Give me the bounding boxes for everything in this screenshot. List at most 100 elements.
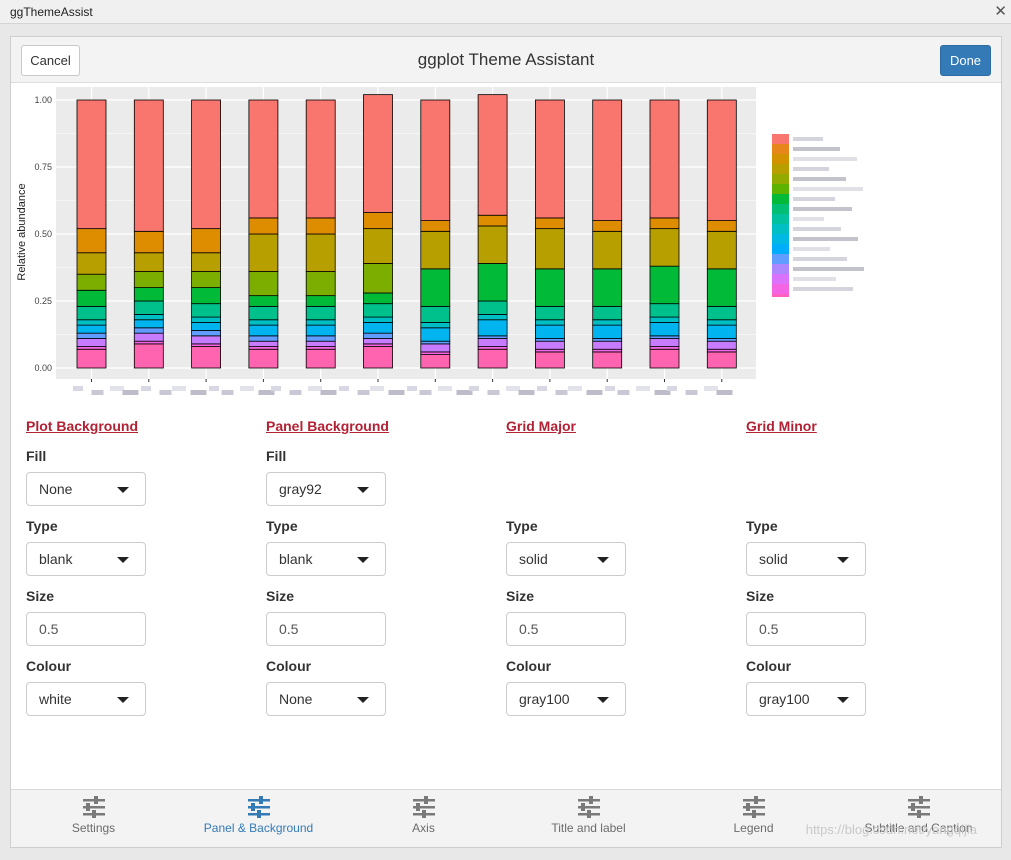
grid-major-colour-value: gray100: [519, 691, 570, 707]
panel-bg-type-select[interactable]: blank: [266, 542, 386, 576]
y-tick-label: 0.75: [34, 162, 52, 172]
bar-segment: [706, 230, 737, 270]
bar-segment: [191, 330, 222, 337]
bar-segment: [706, 268, 737, 307]
bar-segment: [363, 322, 393, 334]
done-button[interactable]: Done: [940, 45, 991, 76]
bar-segment: [305, 99, 336, 219]
bar-segment: [420, 220, 451, 232]
grid-major-title[interactable]: Grid Major: [506, 418, 577, 434]
bar-segment: [477, 335, 508, 339]
legend-swatch: [772, 144, 789, 154]
close-icon[interactable]: ✕: [994, 3, 1007, 20]
bar-stacks: [76, 94, 737, 369]
bar-segment: [248, 346, 279, 350]
slider-knob: [85, 803, 90, 811]
bar-segment: [363, 338, 393, 345]
blurred-x-label: [339, 386, 349, 391]
tab-title-and-label[interactable]: Title and label: [506, 790, 671, 847]
grid-minor-type-select[interactable]: solid: [746, 542, 866, 576]
bar-segment: [649, 338, 680, 347]
slider-knob: [423, 796, 428, 804]
bar-segment: [706, 324, 737, 339]
plot-bg-type-select[interactable]: blank: [26, 542, 146, 576]
bar-segment: [191, 316, 222, 323]
blurred-x-label: [456, 390, 473, 395]
caret-down-icon: [597, 697, 609, 703]
bar-segment: [477, 225, 508, 264]
bar-segment: [76, 273, 107, 291]
grid-major-type-value: solid: [519, 551, 548, 567]
legend-swatch: [772, 294, 789, 304]
plot-bg-size-input[interactable]: 0.5: [26, 612, 146, 646]
blurred-x-label: [469, 386, 479, 391]
blurred-x-label: [370, 386, 384, 391]
bar-segment: [363, 316, 393, 323]
cancel-button[interactable]: Cancel: [21, 45, 80, 76]
plot-bg-fill-label: Fill: [26, 448, 47, 464]
blurred-x-label: [487, 390, 500, 395]
grid-major-size-label: Size: [506, 588, 535, 604]
bar-segment: [592, 319, 623, 326]
blurred-x-label: [357, 390, 370, 395]
bar-segment: [592, 305, 623, 321]
bar-segment: [76, 332, 107, 339]
bar-segment: [535, 348, 565, 353]
blurred-legend-label: [793, 187, 863, 191]
blurred-x-label: [209, 386, 219, 391]
bar-segment: [706, 351, 737, 369]
grid-minor-size-input[interactable]: 0.5: [746, 612, 866, 646]
plot-bg-colour-value: white: [39, 691, 72, 707]
slider-track: [412, 806, 435, 809]
tab-panel-background[interactable]: Panel & Background: [176, 790, 341, 847]
bar-segment: [76, 346, 107, 350]
panel-bg-size-input[interactable]: 0.5: [266, 612, 386, 646]
legend-swatch: [772, 274, 789, 284]
bar-segment: [76, 348, 107, 369]
grid-minor-colour-select[interactable]: gray100: [746, 682, 866, 716]
slider-track: [577, 806, 600, 809]
plot-bg-colour-select[interactable]: white: [26, 682, 146, 716]
plot-background-title[interactable]: Plot Background: [26, 418, 139, 434]
grid-minor-section: Grid Minor: [746, 418, 976, 446]
bar-segment: [305, 340, 336, 347]
bar-segment: [248, 99, 279, 219]
tab-axis[interactable]: Axis: [341, 790, 506, 847]
bar-segment: [706, 338, 737, 342]
bar-segment: [248, 271, 279, 297]
tab-panel-background-label: Panel & Background: [203, 821, 314, 835]
panel-background-title[interactable]: Panel Background: [266, 418, 389, 434]
window-titlebar: ggThemeAssist ✕: [0, 0, 1011, 24]
plot-bg-fill-select[interactable]: None: [26, 472, 146, 506]
grid-major-colour-select[interactable]: gray100: [506, 682, 626, 716]
bar-segment: [592, 99, 623, 221]
bar-segment: [649, 346, 680, 350]
panel-bg-fill-select[interactable]: gray92: [266, 472, 386, 506]
tab-legend[interactable]: Legend: [671, 790, 836, 847]
tab-subtitle-and-caption[interactable]: Subtitle and Caption: [836, 790, 1001, 847]
bar-segment: [76, 228, 107, 254]
sliders-icon: [412, 796, 435, 818]
bar-segment: [592, 340, 623, 350]
plot-background-section: Plot Background: [26, 418, 256, 446]
grid-minor-type-value: solid: [759, 551, 788, 567]
bar-segment: [649, 316, 680, 323]
legend-swatch: [772, 254, 789, 264]
bar-segment: [363, 263, 393, 294]
grid-major-type-select[interactable]: solid: [506, 542, 626, 576]
legend-swatch: [772, 134, 789, 144]
bar-segment: [305, 335, 336, 342]
y-tick-label: 0.25: [34, 296, 52, 306]
panel-bg-fill-value: gray92: [279, 481, 322, 497]
tab-settings[interactable]: Settings: [11, 790, 176, 847]
panel-bg-colour-select[interactable]: None: [266, 682, 386, 716]
caret-down-icon: [357, 487, 369, 493]
blurred-legend-label: [793, 287, 853, 291]
blurred-x-label: [636, 386, 650, 391]
grid-major-section: Grid Major: [506, 418, 736, 446]
grid-major-size-input[interactable]: 0.5: [506, 612, 626, 646]
grid-minor-title[interactable]: Grid Minor: [746, 418, 817, 434]
y-tick-label: 0.50: [34, 229, 52, 239]
bar-segment: [535, 319, 565, 326]
bar-segment: [363, 212, 393, 230]
